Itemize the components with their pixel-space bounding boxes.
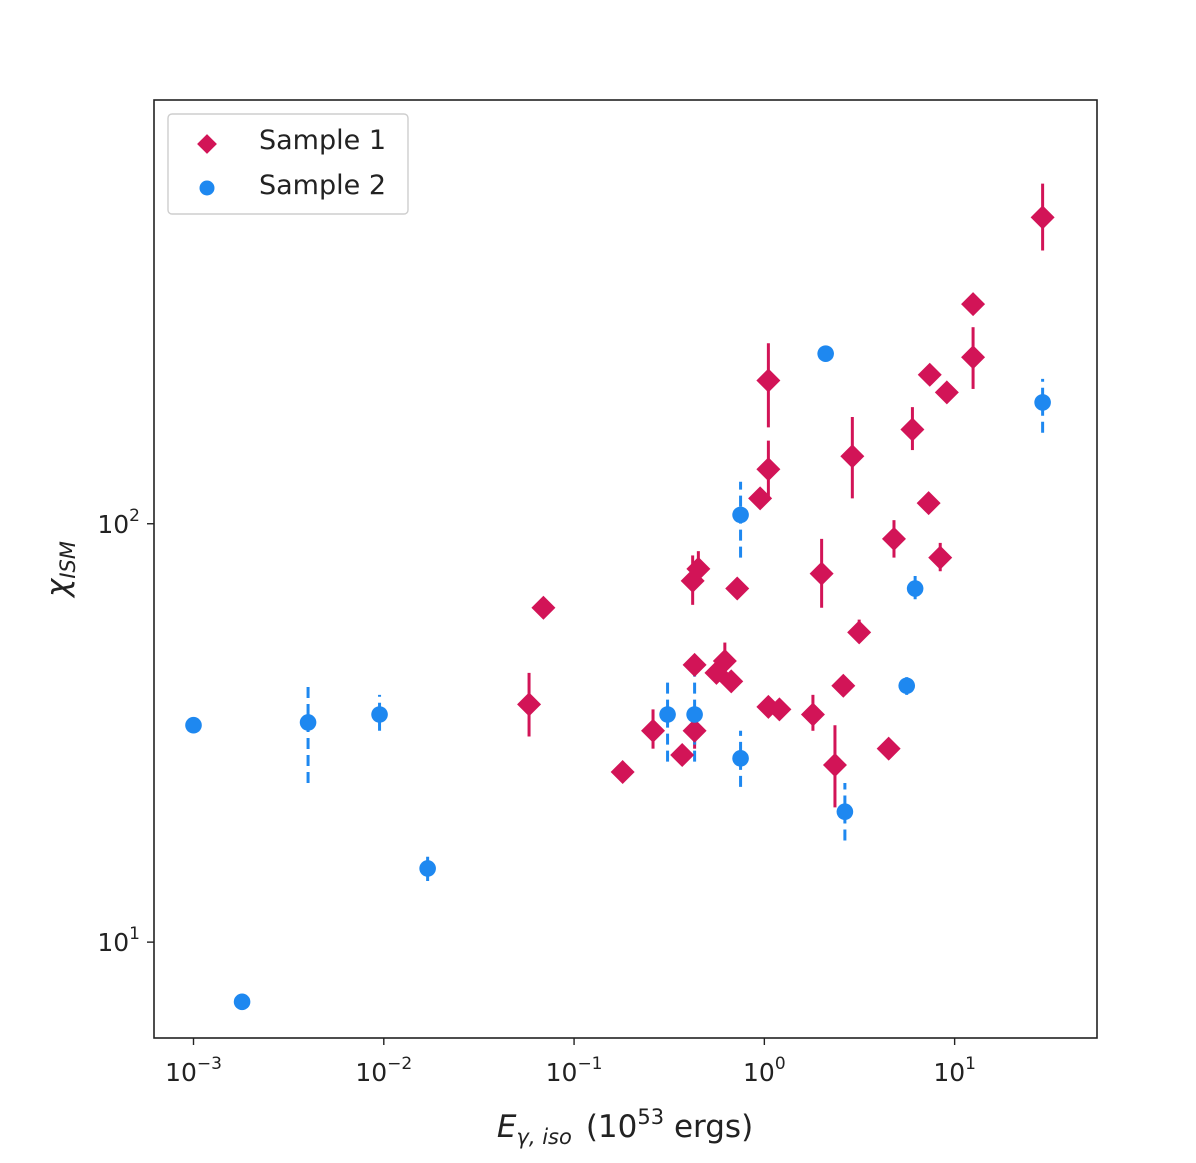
x-tick-exp: 1	[965, 1054, 976, 1074]
point-sample-1-16	[756, 457, 781, 482]
x-tick-label-0: 10−3	[165, 1054, 222, 1087]
point-sample-1-18	[800, 702, 825, 727]
point-sample-2-5	[659, 706, 676, 723]
y-tick-exp: 2	[129, 506, 140, 526]
point-sample-1-26	[900, 417, 925, 442]
x-tick-base: 10	[933, 1058, 965, 1087]
point-sample-1-23	[847, 620, 872, 645]
point-sample-2-6	[686, 706, 703, 723]
point-sample-1-17	[767, 697, 792, 722]
point-sample-1-22	[840, 444, 865, 469]
x-tick-exp: 0	[775, 1054, 786, 1074]
point-sample-1-28	[917, 362, 942, 387]
point-sample-1-12	[725, 576, 750, 601]
legend: Sample 1 Sample 2	[167, 113, 409, 215]
point-sample-1-20	[822, 753, 847, 778]
x-axis-title-unit-close: ergs)	[664, 1109, 753, 1145]
point-sample-2-11	[898, 677, 916, 695]
point-sample-1-27	[916, 491, 941, 516]
legend-box	[167, 113, 409, 215]
y-tick-exp: 1	[129, 924, 140, 944]
x-tick-base: 10	[546, 1058, 578, 1087]
x-tick-exp: −2	[387, 1054, 412, 1074]
point-sample-2-13	[1034, 394, 1051, 411]
y-tick-label-1: 102	[97, 506, 140, 539]
x-axis-title-unit-exp: 53	[637, 1105, 664, 1129]
y-tick-label-0: 101	[97, 924, 140, 957]
x-tick-label-1: 10−2	[355, 1054, 412, 1087]
point-sample-1-24	[876, 736, 901, 761]
point-sample-1-33	[1030, 205, 1055, 230]
x-tick-exp: −3	[197, 1054, 222, 1074]
legend-marker-sample-2	[199, 180, 215, 196]
data-markers	[185, 205, 1055, 1011]
x-tick-base: 10	[743, 1058, 775, 1087]
point-sample-1-10	[712, 648, 737, 673]
point-sample-1-3	[641, 718, 666, 743]
y-tick-base: 10	[97, 928, 129, 957]
x-tick-base: 10	[165, 1058, 197, 1087]
point-sample-1-32	[961, 345, 986, 370]
point-sample-2-8	[732, 506, 749, 524]
point-sample-1-8	[686, 556, 711, 581]
point-sample-2-7	[732, 750, 749, 767]
point-sample-1-2	[610, 760, 635, 785]
point-sample-1-19	[809, 561, 834, 586]
point-sample-1-1	[517, 692, 542, 717]
x-tick-label-2: 10−1	[546, 1054, 603, 1087]
point-sample-1-30	[934, 380, 959, 405]
x-tick-base: 10	[355, 1058, 387, 1087]
point-sample-1-5	[682, 718, 707, 743]
legend-marker-sample-1	[197, 134, 217, 154]
point-sample-1-21	[831, 673, 856, 698]
x-tick-exp: −1	[577, 1054, 602, 1074]
x-axis-title-unit-open: (10	[586, 1109, 638, 1145]
x-tick-label-3: 100	[743, 1054, 786, 1087]
y-tick-base: 10	[97, 510, 129, 539]
point-sample-1-6	[682, 652, 707, 677]
point-sample-2-1	[233, 993, 251, 1011]
point-sample-2-10	[836, 803, 854, 820]
point-sample-1-25	[881, 526, 906, 551]
point-sample-1-13	[748, 486, 773, 511]
x-axis-title-main: E	[497, 1109, 517, 1145]
point-sample-2-0	[185, 716, 202, 734]
point-sample-1-29	[928, 545, 953, 570]
point-sample-2-12	[906, 580, 924, 597]
y-axis-title-main: χ	[40, 577, 76, 599]
x-tick-label-4: 101	[933, 1054, 976, 1087]
plot-frame	[153, 99, 1098, 1039]
point-sample-1-11	[719, 669, 744, 694]
legend-label-sample-2: Sample 2	[259, 170, 386, 201]
point-sample-1-31	[961, 292, 986, 317]
point-sample-2-3	[371, 706, 388, 723]
legend-label-sample-1: Sample 1	[259, 125, 386, 156]
point-sample-2-2	[299, 714, 317, 731]
x-axis-title: Eγ, iso (1053 ergs)	[497, 1105, 753, 1149]
point-sample-2-9	[817, 345, 834, 362]
point-sample-1-0	[531, 595, 556, 620]
point-sample-1-4	[670, 743, 695, 768]
y-axis-title: χISM	[40, 541, 80, 599]
point-sample-2-4	[419, 860, 436, 877]
y-axis-title-sub: ISM	[56, 541, 80, 579]
point-sample-1-15	[756, 368, 781, 393]
x-axis-title-sub: γ, iso	[516, 1125, 571, 1149]
